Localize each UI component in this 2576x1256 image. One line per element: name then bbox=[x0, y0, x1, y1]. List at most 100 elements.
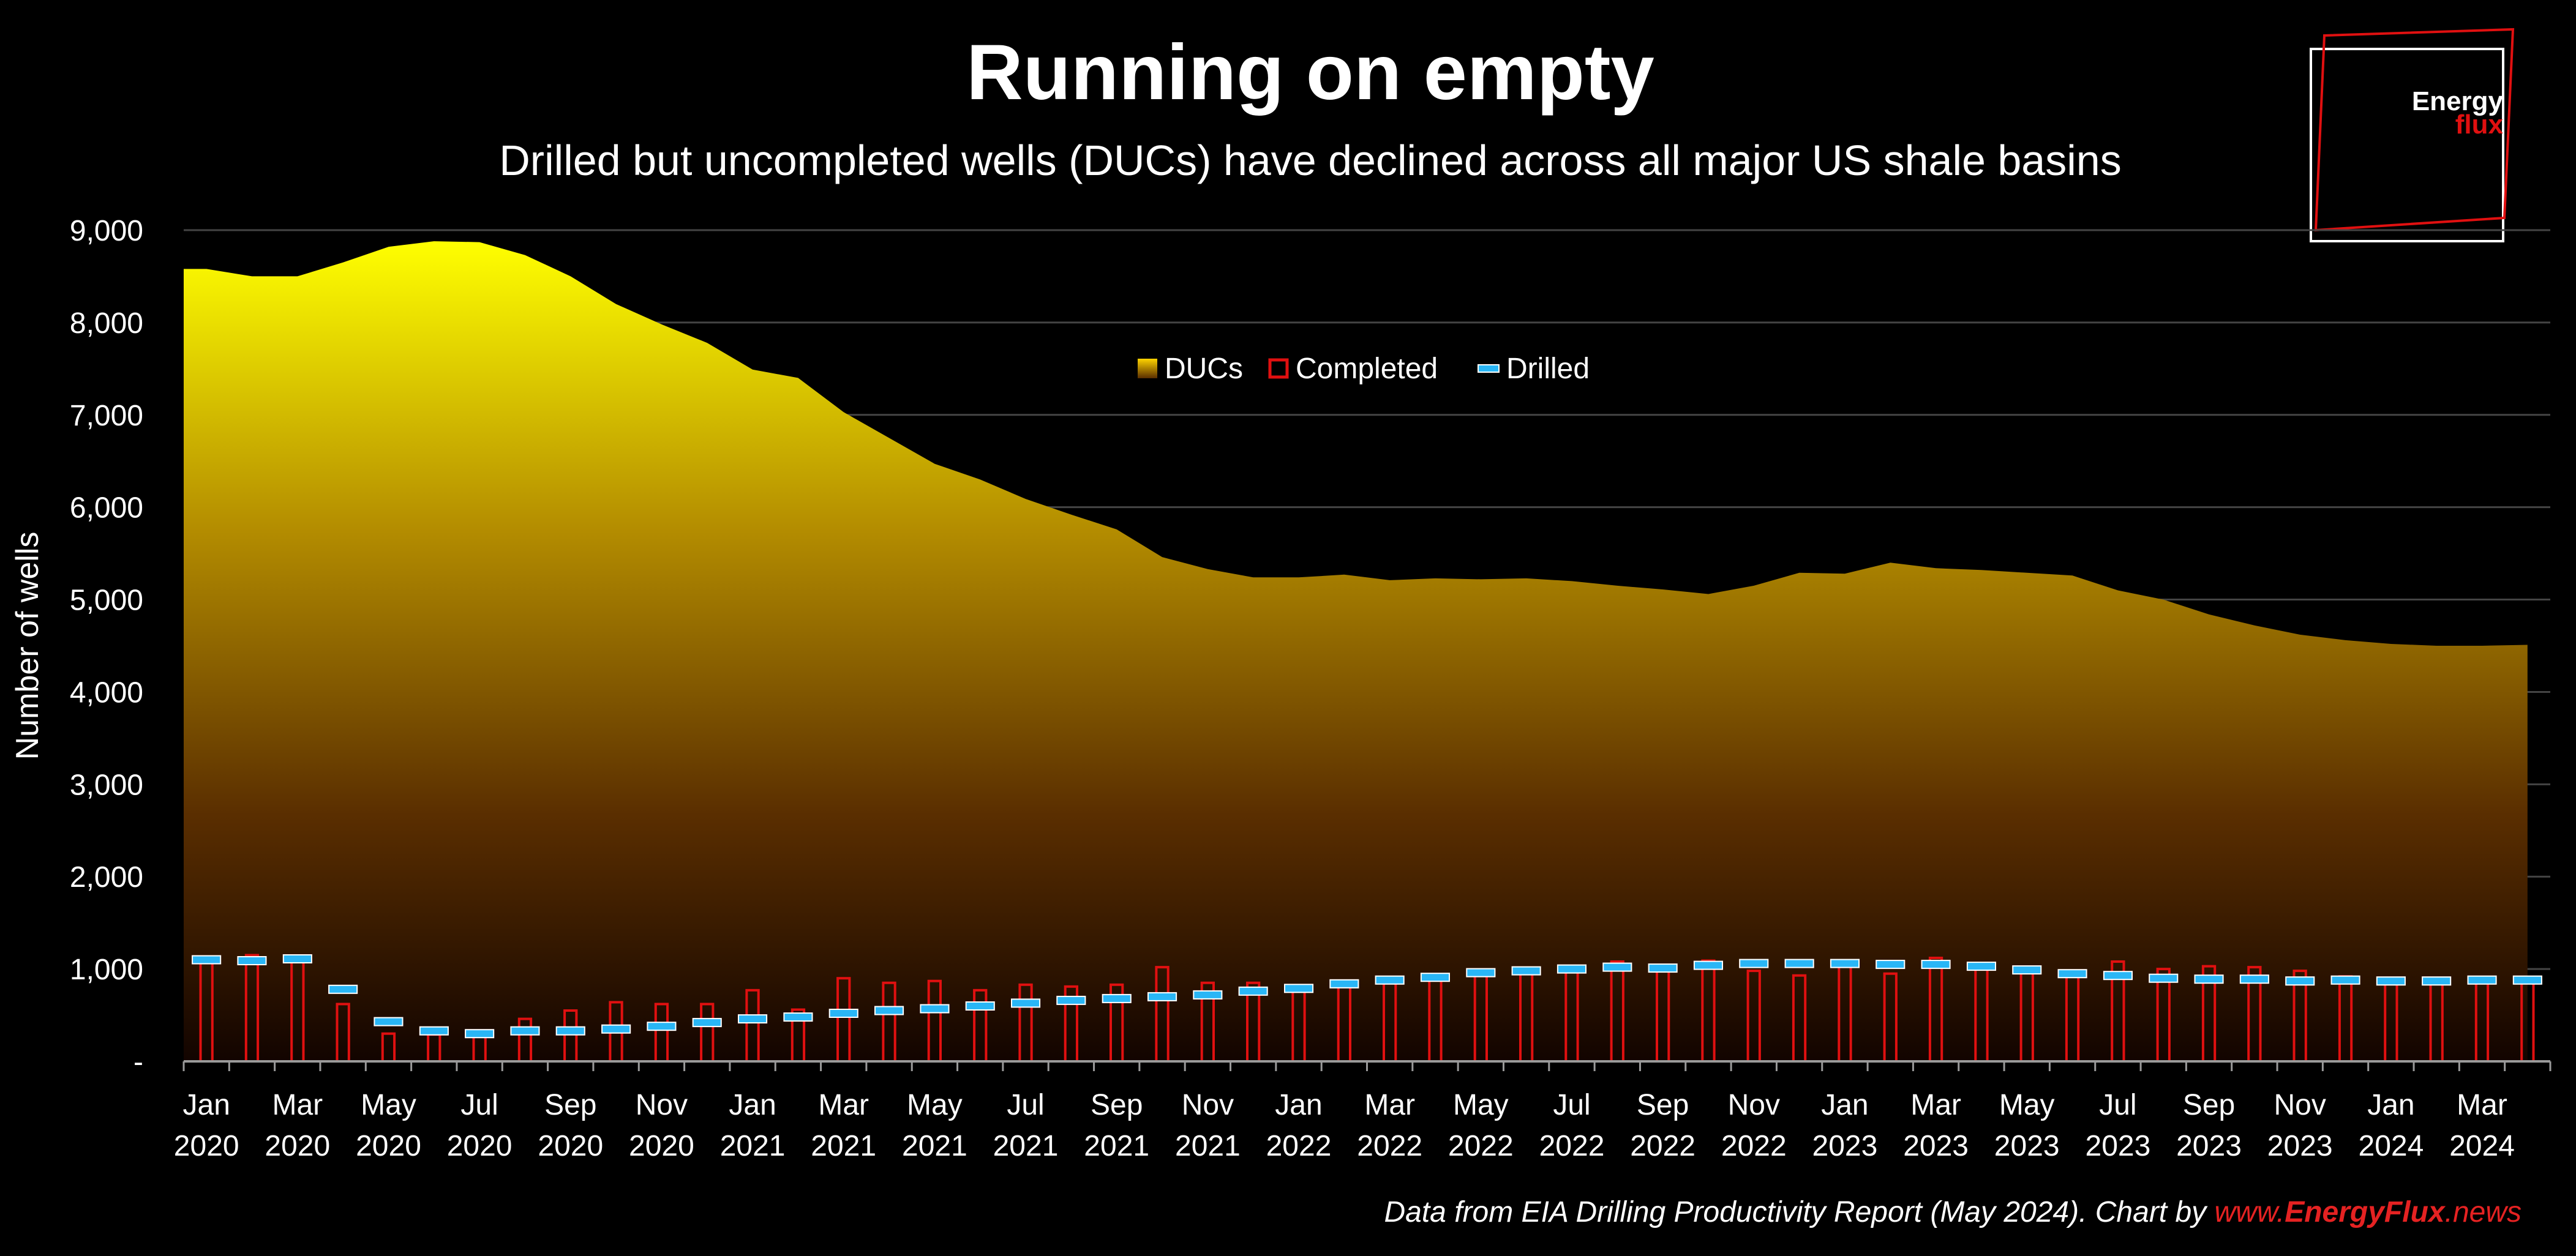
x-tick-label-month: Jan bbox=[1821, 1089, 1868, 1121]
drilled-marker bbox=[192, 955, 222, 965]
legend-swatch-drilled bbox=[1478, 364, 1500, 373]
drilled-marker bbox=[2512, 975, 2542, 985]
drilled-marker bbox=[237, 956, 267, 965]
y-tick-label: 6,000 bbox=[70, 492, 143, 525]
drilled-marker bbox=[2239, 974, 2269, 984]
drilled-marker bbox=[374, 1017, 404, 1026]
drilled-marker bbox=[2330, 975, 2360, 985]
x-tick-label-month: Mar bbox=[1364, 1089, 1415, 1121]
y-tick-label: 2,000 bbox=[70, 861, 143, 894]
y-tick-label: 7,000 bbox=[70, 400, 143, 432]
x-tick-label-month: May bbox=[1453, 1089, 1509, 1121]
drilled-marker bbox=[2012, 965, 2042, 975]
drilled-marker bbox=[647, 1022, 677, 1031]
drilled-marker bbox=[1511, 966, 1541, 976]
y-axis-ticks: - 1,000 2,000 3,000 4,000 5,000 6,000 7,000 8,00… bbox=[70, 215, 143, 1078]
drilled-marker bbox=[738, 1014, 768, 1024]
legend-label-ducs: DUCs bbox=[1165, 353, 1243, 385]
drilled-marker bbox=[2376, 976, 2406, 986]
drilled-marker bbox=[1876, 960, 1906, 970]
y-tick-label: 8,000 bbox=[70, 307, 143, 340]
drilled-marker bbox=[1147, 992, 1177, 1001]
x-tick-label-year: 2020 bbox=[356, 1130, 421, 1162]
y-tick-label: - bbox=[133, 1046, 143, 1078]
x-tick-label-month: Mar bbox=[818, 1089, 869, 1121]
source-link-www: www. bbox=[2215, 1196, 2285, 1228]
x-tick-label-year: 2020 bbox=[629, 1130, 694, 1162]
x-tick-label-year: 2022 bbox=[1357, 1130, 1422, 1162]
drilled-marker bbox=[1102, 993, 1132, 1003]
x-tick-label-year: 2023 bbox=[1994, 1130, 2060, 1162]
drilled-marker bbox=[419, 1026, 449, 1036]
x-tick-label-year: 2021 bbox=[1175, 1130, 1241, 1162]
logo-frame-white bbox=[2310, 48, 2504, 242]
source-link-tld: .news bbox=[2445, 1196, 2522, 1228]
drilled-marker bbox=[1921, 960, 1951, 970]
x-tick-label-month: Jul bbox=[1007, 1089, 1044, 1121]
x-tick-label-year: 2022 bbox=[1448, 1130, 1514, 1162]
drilled-marker bbox=[1648, 963, 1678, 973]
x-tick-label-year: 2021 bbox=[720, 1130, 786, 1162]
legend-item-ducs: DUCs bbox=[1138, 353, 1243, 385]
x-tick-label-year: 2021 bbox=[811, 1130, 876, 1162]
drilled-marker bbox=[828, 1009, 858, 1018]
legend-swatch-ducs bbox=[1138, 359, 1157, 378]
x-tick-label-year: 2021 bbox=[1084, 1130, 1149, 1162]
x-tick-label-year: 2021 bbox=[902, 1130, 967, 1162]
drilled-marker bbox=[920, 1004, 950, 1014]
drilled-marker bbox=[2103, 971, 2133, 981]
x-tick-label-year: 2020 bbox=[265, 1130, 330, 1162]
x-tick-label-year: 2020 bbox=[538, 1130, 603, 1162]
x-tick-label-year: 2021 bbox=[993, 1130, 1059, 1162]
duc-area-layer bbox=[184, 241, 2528, 1062]
drilled-marker bbox=[1556, 964, 1587, 974]
x-tick-label-month: Nov bbox=[1182, 1089, 1234, 1121]
x-tick-label-month: Nov bbox=[636, 1089, 688, 1121]
legend-swatch-completed bbox=[1268, 358, 1289, 379]
x-tick-label-month: Jan bbox=[183, 1089, 230, 1121]
x-tick-label-year: 2023 bbox=[1812, 1130, 1878, 1162]
drilled-marker bbox=[1420, 973, 1450, 982]
chart-title: Running on empty bbox=[966, 29, 1654, 116]
y-tick-label: 4,000 bbox=[70, 676, 143, 709]
y-tick-label: 9,000 bbox=[70, 215, 143, 247]
drilled-marker bbox=[2285, 976, 2315, 986]
drilled-marker bbox=[2149, 973, 2179, 983]
x-axis: Jan 2020 Mar 2020 May 2020 Jul 2020 Sep 2020 Nov 20… bbox=[174, 1060, 2552, 1162]
drilled-marker bbox=[692, 1018, 722, 1028]
x-tick-label-month: Jan bbox=[729, 1089, 776, 1121]
x-tick-label-year: 2022 bbox=[1266, 1130, 1332, 1162]
y-axis-label: Number of wells bbox=[10, 532, 45, 760]
drilled-marker bbox=[1011, 998, 1041, 1008]
drilled-marker bbox=[1739, 959, 1769, 968]
drilled-marker bbox=[1238, 986, 1268, 996]
x-tick-label-month: Sep bbox=[2183, 1089, 2235, 1121]
drilled-marker bbox=[783, 1012, 813, 1022]
logo-text-energy: Energy bbox=[2412, 86, 2504, 116]
x-tick-label-month: Jul bbox=[1553, 1089, 1590, 1121]
x-tick-label-year: 2022 bbox=[1630, 1130, 1695, 1162]
x-tick-label-month: Sep bbox=[1091, 1089, 1143, 1121]
drilled-marker bbox=[1784, 959, 1814, 968]
x-tick-label-year: 2023 bbox=[2267, 1130, 2333, 1162]
duc-area bbox=[184, 241, 2528, 1062]
drilled-marker bbox=[2422, 976, 2452, 986]
y-tick-label: 1,000 bbox=[70, 954, 143, 986]
x-tick-label-year: 2020 bbox=[174, 1130, 239, 1162]
x-tick-label-month: Jan bbox=[1275, 1089, 1322, 1121]
drilled-marker bbox=[282, 954, 312, 963]
legend: DUCs Completed Drilled bbox=[1138, 353, 1590, 385]
x-tick-label-month: May bbox=[1999, 1089, 2055, 1121]
legend-label-completed: Completed bbox=[1296, 353, 1438, 385]
drilled-marker bbox=[1284, 984, 1314, 993]
x-tick-label-month: Nov bbox=[2274, 1089, 2326, 1121]
x-tick-label-month: Sep bbox=[1637, 1089, 1689, 1121]
drilled-marker bbox=[2467, 975, 2497, 985]
logo-frame-red bbox=[2314, 28, 2515, 232]
source-prefix: Data from EIA Drilling Productivity Repo… bbox=[1384, 1196, 2214, 1228]
drilled-marker bbox=[1329, 979, 1359, 989]
x-tick-label-year: 2023 bbox=[1903, 1130, 1969, 1162]
source-note: Data from EIA Drilling Productivity Repo… bbox=[1384, 1196, 2522, 1228]
x-tick-label-month: Mar bbox=[2457, 1089, 2507, 1121]
drilled-marker bbox=[2194, 974, 2224, 984]
